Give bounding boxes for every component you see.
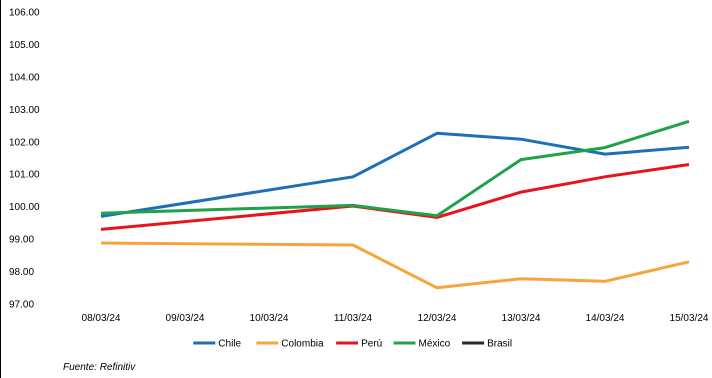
- x-tick-label: 09/03/24: [166, 313, 205, 324]
- x-axis-ticks: 08/03/24 09/03/24 10/03/24 11/03/24 12/03/24…: [82, 313, 709, 324]
- x-tick-label: 14/03/24: [586, 313, 625, 324]
- y-tick-label: 102.00: [9, 137, 40, 148]
- y-tick-label: 100.00: [9, 202, 40, 213]
- legend-label-chile: Chile: [218, 339, 241, 350]
- x-tick-label: 10/03/24: [250, 313, 289, 324]
- y-tick-label: 101.00: [9, 170, 40, 181]
- series-line-mexico: [100, 119, 690, 218]
- legend-label-brasil: Brasil: [487, 339, 512, 350]
- x-tick-label: 12/03/24: [418, 313, 457, 324]
- series-line-peru: [100, 163, 690, 231]
- legend: Chile Colombia Perú México Brasil: [193, 339, 512, 350]
- x-tick-label: 11/03/24: [334, 313, 373, 324]
- y-tick-label: 99.00: [9, 235, 34, 246]
- y-tick-label: 104.00: [9, 72, 40, 83]
- y-tick-label: 103.00: [9, 105, 40, 116]
- y-tick-label: 98.00: [9, 267, 34, 278]
- y-axis-ticks: 97.00 98.00 99.00 100.00 101.00 102.00 103.00 1…: [9, 8, 40, 311]
- x-tick-label: 13/03/24: [502, 313, 541, 324]
- series-lines: [100, 119, 690, 290]
- y-tick-label: 97.00: [9, 300, 34, 311]
- x-tick-label: 08/03/24: [82, 313, 121, 324]
- legend-label-mexico: México: [419, 339, 451, 350]
- y-tick-label: 106.00: [9, 8, 40, 19]
- series-line-colombia: [100, 241, 690, 290]
- source-note: Fuente: Refinitiv: [63, 362, 136, 373]
- legend-label-peru: Perú: [361, 339, 382, 350]
- series-line-chile: [100, 131, 690, 218]
- x-tick-label: 15/03/24: [670, 313, 709, 324]
- y-tick-label: 105.00: [9, 40, 40, 51]
- legend-label-colombia: Colombia: [281, 339, 324, 350]
